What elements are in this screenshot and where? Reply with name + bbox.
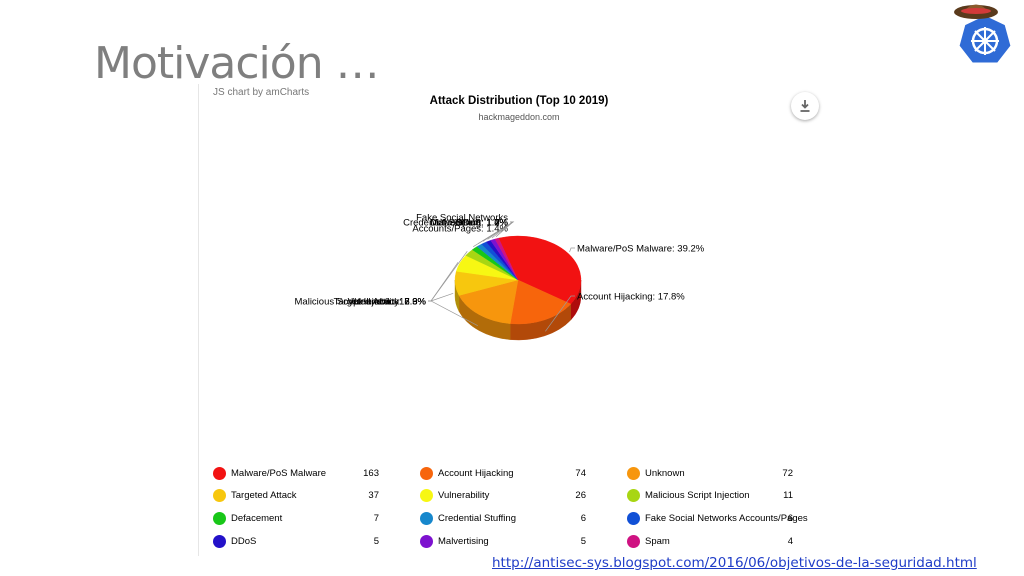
legend-swatch <box>627 535 640 548</box>
legend-swatch <box>420 535 433 548</box>
source-link[interactable]: http://antisec-sys.blogspot.com/2016/06/… <box>492 555 977 571</box>
pie-label-line-malicious-script-injection <box>428 251 468 302</box>
pie-slice-malware-pos-malware[interactable] <box>498 235 582 305</box>
download-button[interactable] <box>791 92 819 120</box>
pie-slice-account-hijacking[interactable] <box>509 279 572 325</box>
legend-label: Spam <box>645 536 670 547</box>
legend-item-spam[interactable]: Spam 4 <box>627 535 827 549</box>
pie-label-unknown: Unknown: 17.3% <box>354 297 426 308</box>
pie-label-credential-stuffing: Credential Stuffing: 1.4% <box>403 218 508 229</box>
legend-label: Account Hijacking <box>438 468 514 479</box>
legend-value: 74 <box>575 468 586 479</box>
pie-slices <box>454 235 582 325</box>
legend-swatch <box>627 467 640 480</box>
legend-swatch <box>213 467 226 480</box>
pie-side-walls <box>454 279 582 341</box>
legend-label: Unknown <box>645 468 685 479</box>
pie-label-fake-social-networks-accounts-pages: Fake Social Networks <box>416 213 508 224</box>
legend-swatch <box>420 512 433 525</box>
legend-item-defacement[interactable]: Defacement 7 <box>213 512 413 526</box>
legend-item-vulnerability[interactable]: Vulnerability 26 <box>420 489 620 503</box>
legend-item-malicious-script-injection[interactable]: Malicious Script Injection 11 <box>627 489 827 503</box>
pie-label-malicious-script-injection: Malicious Script Injection: 2.6% <box>295 297 427 308</box>
legend-swatch <box>213 512 226 525</box>
legend-item-fake-social-networks-accounts-pages[interactable]: Fake Social Networks Accounts/Pages 6 <box>627 512 827 526</box>
legend-label: Malware/PoS Malware <box>231 468 327 479</box>
legend-item-credential-stuffing[interactable]: Credential Stuffing 6 <box>420 512 620 526</box>
legend-label: Fake Social Networks Accounts/Pages <box>645 513 808 524</box>
legend-item-ddos[interactable]: DDoS 5 <box>213 535 413 549</box>
legend-value: 5 <box>373 536 379 547</box>
legend-value: 11 <box>783 490 793 501</box>
pie-label-ddos: DDoS: 1.2% <box>456 218 509 229</box>
legend-value: 37 <box>368 490 379 501</box>
pie-label-account-hijacking: Account Hijacking: 17.8% <box>577 292 685 303</box>
legend-label: Vulnerability <box>438 490 490 501</box>
pie-slice-unknown[interactable] <box>458 279 519 324</box>
pie-label-vulnerability: Vulnerability: 6.3% <box>348 297 427 308</box>
pie-label-targeted-attack: Targeted Attack: 8.9% <box>334 297 427 308</box>
legend-value: 7 <box>373 513 379 524</box>
chart-title: Attack Distribution (Top 10 2019) <box>429 95 609 107</box>
pie-label-line-account-hijacking <box>545 295 575 332</box>
pie-slice-spam[interactable] <box>494 237 519 281</box>
kubernetes-logo-icon <box>954 4 1014 66</box>
pie-label-malvertising: Malvertising: 1.2% <box>430 218 508 229</box>
legend-value: 6 <box>787 513 793 524</box>
download-icon <box>800 100 810 112</box>
pie-label-fake-social-networks-accounts-pages-line1: Accounts/Pages: 1.4% <box>412 224 508 235</box>
pie-chart: Malware/PoS Malware: 39.2% Account Hijack… <box>295 213 705 341</box>
legend-swatch <box>420 489 433 502</box>
legend-item-account-hijacking[interactable]: Account Hijacking 74 <box>420 467 620 481</box>
legend-swatch <box>213 489 226 502</box>
slide-title: Motivación … <box>94 38 380 89</box>
legend-label: Targeted Attack <box>231 490 297 501</box>
legend-label: Malvertising <box>438 536 489 547</box>
pie-label-malware-pos-malware: Malware/PoS Malware: 39.2% <box>577 244 705 255</box>
legend-label: DDoS <box>231 536 257 547</box>
legend-swatch <box>627 512 640 525</box>
legend-value: 72 <box>782 468 793 479</box>
legend-label: Credential Stuffing <box>438 513 516 524</box>
legend-label: Defacement <box>231 513 283 524</box>
legend-value: 4 <box>787 536 793 547</box>
legend-value: 163 <box>363 468 379 479</box>
legend-swatch <box>420 467 433 480</box>
legend-value: 5 <box>580 536 586 547</box>
pie-label-defacement: Defacement: 1.7% <box>430 218 509 229</box>
legend-label: Malicious Script Injection <box>645 490 750 501</box>
legend-item-targeted-attack[interactable]: Targeted Attack 37 <box>213 489 413 503</box>
legend-item-malvertising[interactable]: Malvertising 5 <box>420 535 620 549</box>
chart-credit-link[interactable]: JS chart by amCharts <box>213 87 310 98</box>
pie-label-line-spam <box>495 221 514 237</box>
chart-subtitle: hackmageddon.com <box>478 112 560 122</box>
legend-item-malware-pos-malware[interactable]: Malware/PoS Malware 163 <box>213 467 413 481</box>
legend-swatch <box>213 535 226 548</box>
pie-label-line-vulnerability <box>428 262 459 302</box>
legend-swatch <box>627 489 640 502</box>
legend-value: 26 <box>575 490 586 501</box>
pie-labels: Malware/PoS Malware: 39.2% Account Hijack… <box>295 213 705 332</box>
legend-value: 6 <box>580 513 586 524</box>
legend-item-unknown[interactable]: Unknown 72 <box>627 467 827 481</box>
pie-label-spam: Spam: 1.0% <box>456 218 508 229</box>
chart-panel: JS chart by amCharts Attack Distribution… <box>198 84 839 556</box>
pie-label-line-malware-pos-malware <box>569 247 575 253</box>
